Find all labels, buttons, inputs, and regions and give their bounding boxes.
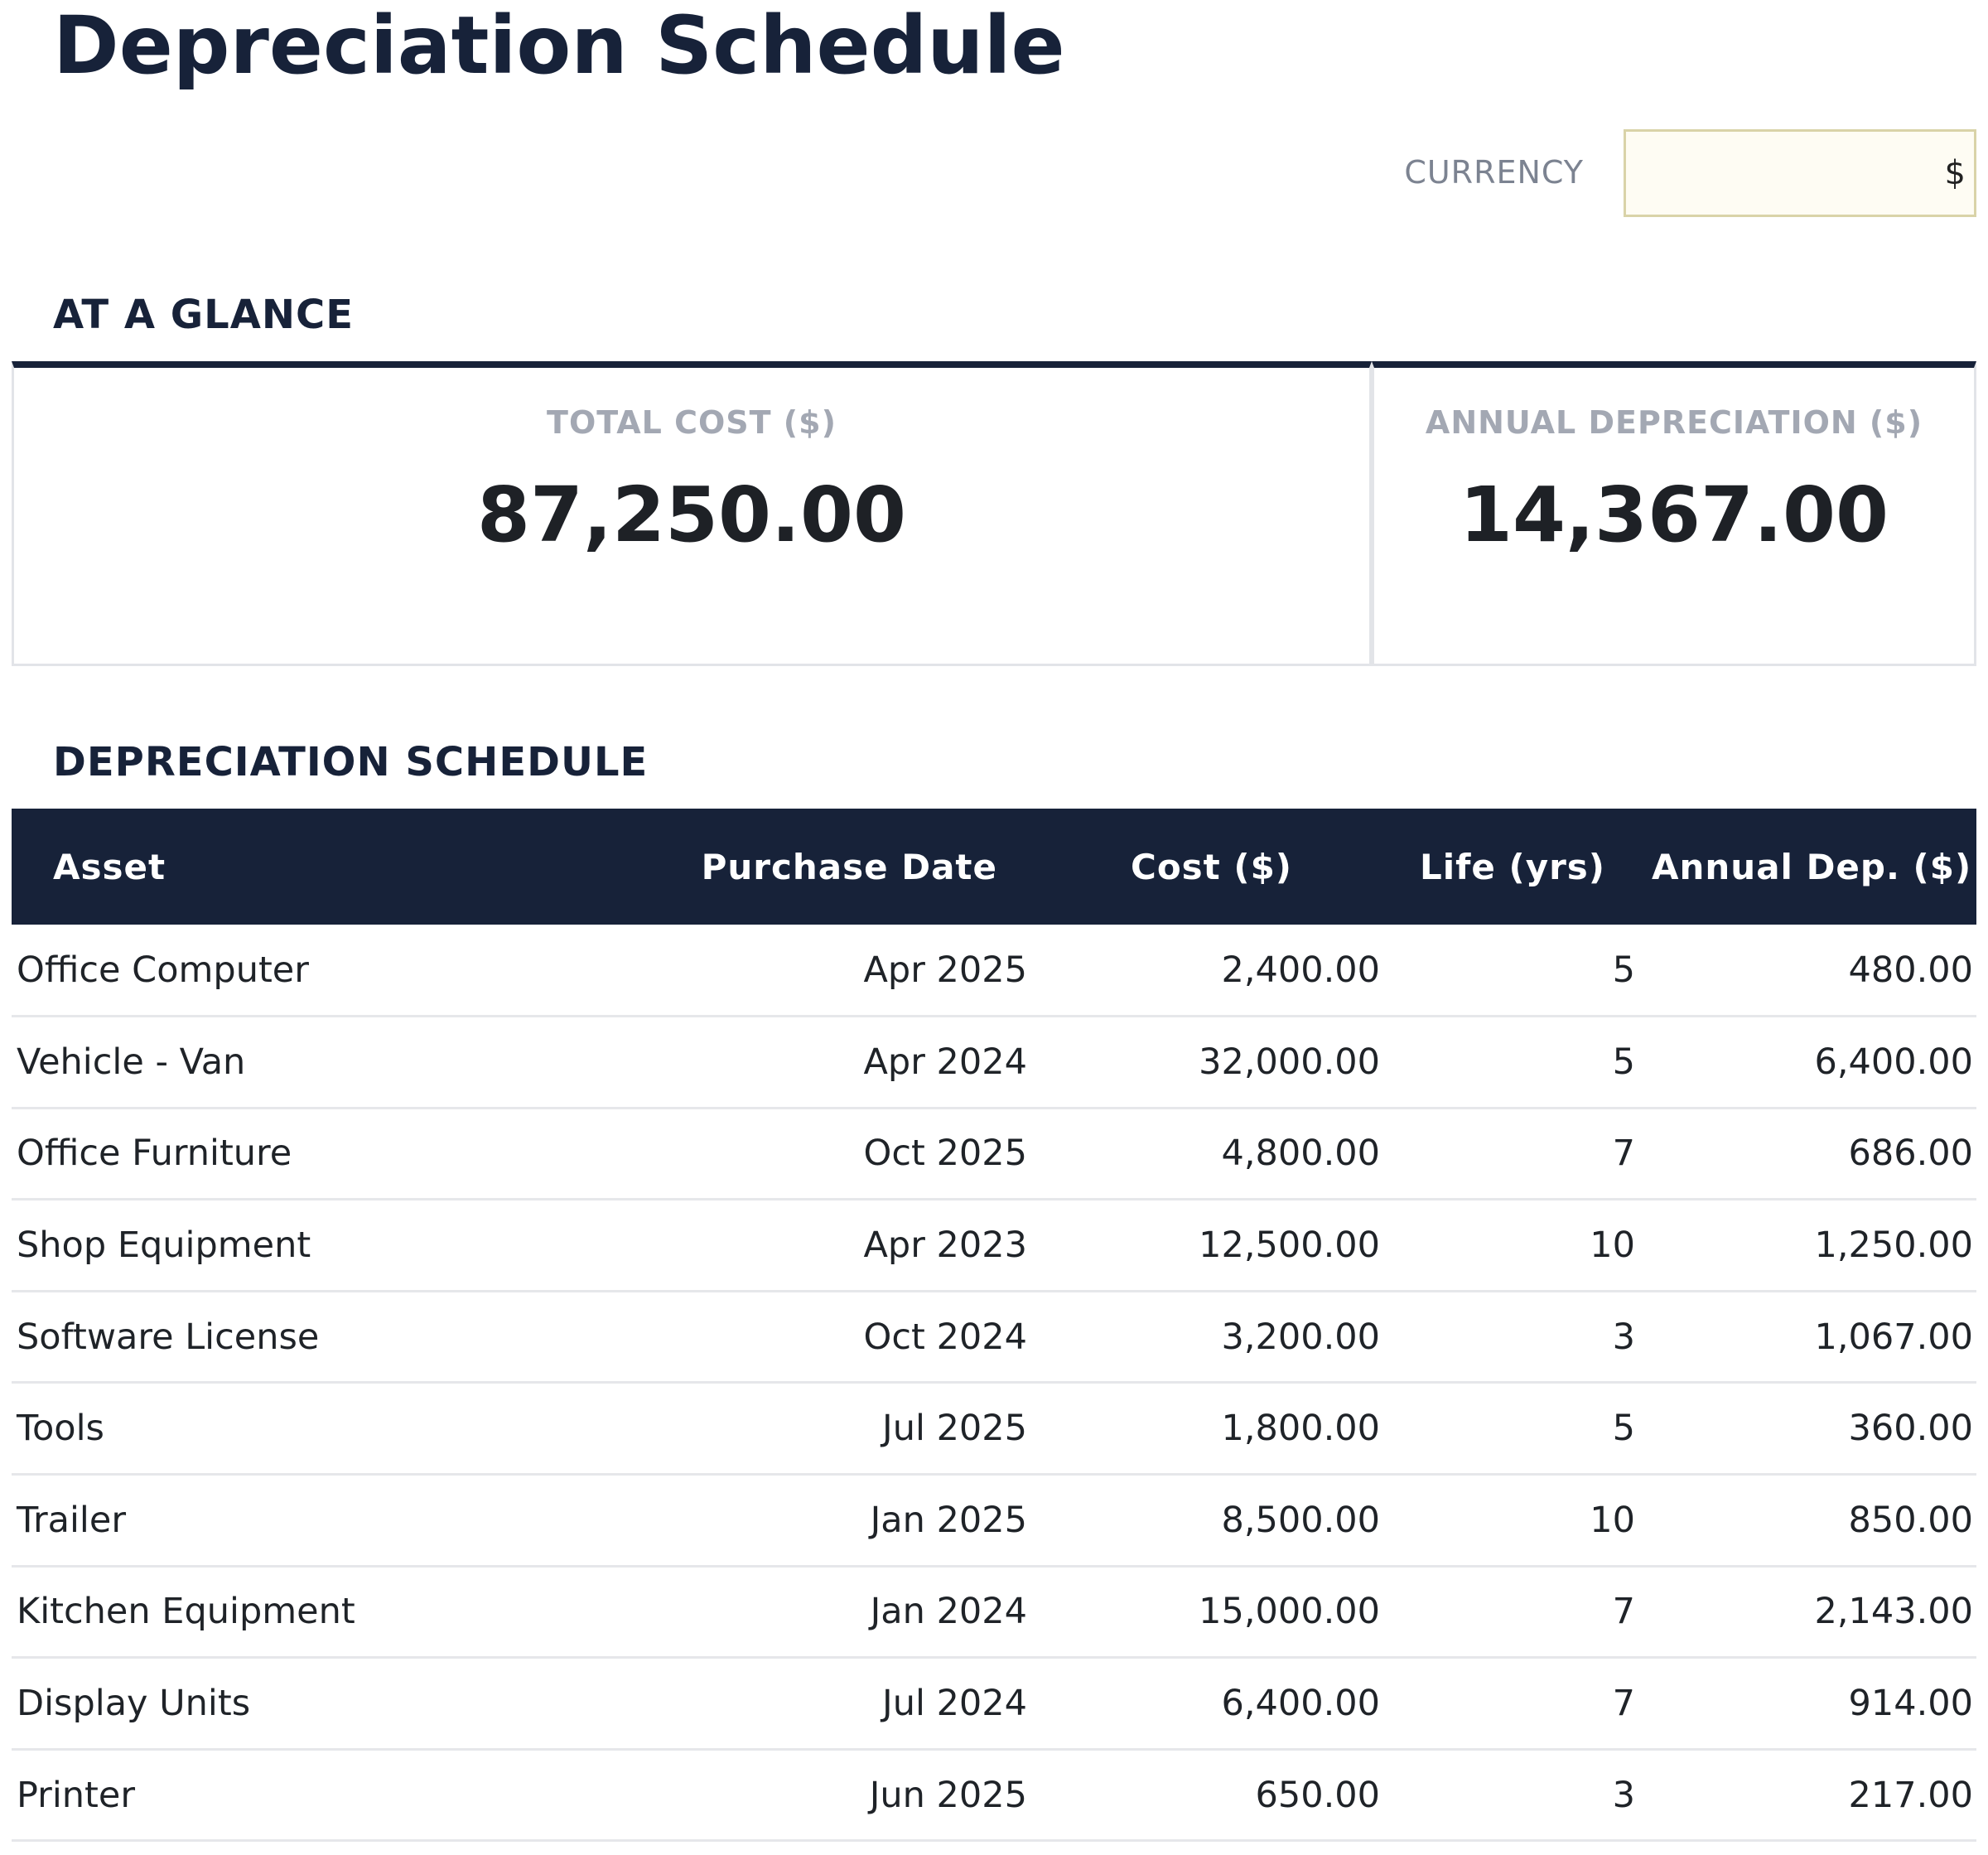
table-row: Printer Jun 2025 650.00 3 217.00 (12, 1749, 1976, 1841)
total-cost-value: 87,250.00 (477, 471, 906, 559)
total-cost-label: TOTAL COST ($) (547, 404, 837, 441)
cell-cost: 32,000.00 (1199, 1041, 1380, 1083)
cell-purchase-date: Oct 2025 (863, 1133, 1027, 1175)
total-cost-card: TOTAL COST ($) 87,250.00 (12, 361, 1372, 666)
cell-asset: Display Units (17, 1683, 251, 1725)
annual-depreciation-value: 14,367.00 (1460, 471, 1889, 559)
table-row: Software License Oct 2024 3,200.00 3 1,067.0… (12, 1291, 1976, 1383)
cell-asset: Trailer (17, 1499, 127, 1541)
table-row: Tools Jul 2025 1,800.00 5 360.00 (12, 1383, 1976, 1475)
cell-life: 5 (1612, 1408, 1635, 1450)
cell-asset: Shop Equipment (17, 1225, 311, 1267)
cell-cost: 2,400.00 (1221, 949, 1380, 991)
cell-life: 5 (1612, 949, 1635, 991)
cell-life: 7 (1612, 1133, 1635, 1175)
column-header-asset[interactable]: Asset (53, 846, 166, 887)
column-header-annual-dep[interactable]: Annual Dep. ($) (1652, 846, 1972, 887)
cell-annual-dep: 480.00 (1848, 949, 1973, 991)
cell-annual-dep: 6,400.00 (1814, 1041, 1973, 1083)
cell-annual-dep: 686.00 (1848, 1133, 1973, 1175)
cell-purchase-date: Apr 2025 (863, 949, 1028, 991)
cell-asset: Printer (17, 1774, 136, 1816)
cell-life: 10 (1590, 1225, 1635, 1267)
table-row: Office Furniture Oct 2025 4,800.00 7 686.00 (12, 1108, 1976, 1200)
depreciation-table: Asset Purchase Date Cost ($) Life (yrs) … (12, 809, 1976, 1842)
cell-life: 3 (1612, 1774, 1635, 1816)
cell-purchase-date: Oct 2024 (863, 1316, 1027, 1358)
currency-input[interactable] (1624, 129, 1976, 217)
table-row: Trailer Jan 2025 8,500.00 10 850.00 (12, 1475, 1976, 1567)
cell-annual-dep: 1,067.00 (1814, 1316, 1973, 1358)
table-row: Display Units Jul 2024 6,400.00 7 914.00 (12, 1658, 1976, 1750)
cell-purchase-date: Jul 2024 (882, 1683, 1027, 1725)
cell-purchase-date: Apr 2023 (863, 1225, 1028, 1267)
table-row: Kitchen Equipment Jan 2024 15,000.00 7 2,143… (12, 1566, 1976, 1658)
cell-cost: 12,500.00 (1199, 1225, 1380, 1267)
cell-purchase-date: Jan 2024 (870, 1591, 1027, 1633)
cell-cost: 15,000.00 (1199, 1591, 1380, 1633)
cell-cost: 3,200.00 (1221, 1316, 1380, 1358)
cell-asset: Software License (17, 1316, 320, 1358)
cell-cost: 6,400.00 (1221, 1683, 1380, 1725)
cell-asset: Kitchen Equipment (17, 1591, 355, 1633)
annual-depreciation-label: ANNUAL DEPRECIATION ($) (1425, 404, 1923, 441)
cell-life: 10 (1590, 1499, 1635, 1541)
cell-purchase-date: Jun 2025 (869, 1774, 1027, 1816)
cell-life: 7 (1612, 1683, 1635, 1725)
cell-annual-dep: 2,143.00 (1814, 1591, 1973, 1633)
cell-annual-dep: 360.00 (1848, 1408, 1973, 1450)
cell-purchase-date: Jul 2025 (882, 1408, 1027, 1450)
cell-asset: Office Furniture (17, 1133, 292, 1175)
cell-life: 7 (1612, 1591, 1635, 1633)
cell-cost: 1,800.00 (1221, 1408, 1380, 1450)
cell-cost: 8,500.00 (1221, 1499, 1380, 1541)
column-header-purchase-date[interactable]: Purchase Date (701, 846, 997, 887)
currency-label: CURRENCY (1404, 154, 1584, 191)
cell-asset: Vehicle - Van (17, 1041, 246, 1083)
table-header-row: Asset Purchase Date Cost ($) Life (yrs) … (12, 809, 1976, 925)
column-header-life[interactable]: Life (yrs) (1419, 846, 1605, 887)
annual-depreciation-card: ANNUAL DEPRECIATION ($) 14,367.00 (1372, 361, 1976, 666)
column-header-cost[interactable]: Cost ($) (1131, 846, 1292, 887)
cell-cost: 4,800.00 (1221, 1133, 1380, 1175)
cell-cost: 650.00 (1255, 1774, 1380, 1816)
glance-heading: AT A GLANCE (53, 292, 355, 338)
cell-purchase-date: Apr 2024 (863, 1041, 1028, 1083)
cell-annual-dep: 1,250.00 (1814, 1225, 1973, 1267)
cell-annual-dep: 217.00 (1848, 1774, 1973, 1816)
page-title: Depreciation Schedule (53, 0, 1065, 92)
table-row: Office Computer Apr 2025 2,400.00 5 480.00 (12, 925, 1976, 1017)
cell-annual-dep: 850.00 (1848, 1499, 1973, 1541)
table-row: Vehicle - Van Apr 2024 32,000.00 5 6,400.00 (12, 1017, 1976, 1109)
cell-asset: Office Computer (17, 949, 309, 991)
cell-asset: Tools (17, 1408, 104, 1450)
schedule-heading: DEPRECIATION SCHEDULE (53, 739, 649, 785)
table-row: Shop Equipment Apr 2023 12,500.00 10 1,250.0… (12, 1200, 1976, 1292)
cell-life: 3 (1612, 1316, 1635, 1358)
cell-annual-dep: 914.00 (1848, 1683, 1973, 1725)
cell-life: 5 (1612, 1041, 1635, 1083)
cell-purchase-date: Jan 2025 (870, 1499, 1027, 1541)
